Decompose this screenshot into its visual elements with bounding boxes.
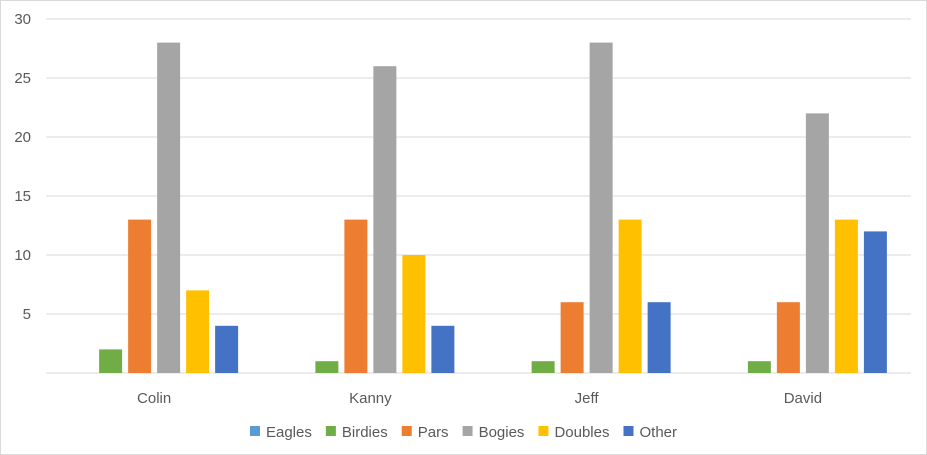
legend-swatch-bogies: [462, 426, 473, 436]
bar-doubles-colin: [186, 290, 210, 373]
x-category-label: Kanny: [349, 390, 392, 407]
bars: [99, 42, 887, 374]
bar-doubles-kanny: [402, 255, 426, 373]
legend-label-other: Other: [639, 424, 677, 441]
legend: Eagles Birdies Pars Bogies Doubles Other: [249, 424, 677, 441]
x-category-label: David: [784, 390, 822, 407]
legend-swatch-pars: [401, 426, 412, 436]
y-axis-ticks: 5 10 15 20 25 30: [14, 11, 31, 323]
y-tick-label: 15: [14, 188, 31, 205]
y-tick-label: 25: [14, 70, 31, 87]
legend-label-doubles: Doubles: [554, 424, 609, 441]
legend-label-bogies: Bogies: [479, 424, 525, 441]
bar-pars-david: [776, 302, 800, 373]
legend-swatch-doubles: [538, 426, 549, 436]
legend-label-pars: Pars: [418, 424, 449, 441]
legend-label-birdies: Birdies: [342, 424, 388, 441]
x-axis-categories: Colin Kanny Jeff David: [137, 390, 822, 407]
legend-label-eagles: Eagles: [266, 424, 312, 441]
bar-doubles-david: [834, 219, 858, 373]
bar-birdies-jeff: [531, 361, 555, 373]
bar-bogies-david: [805, 113, 829, 374]
y-tick-label: 10: [14, 247, 31, 264]
bar-other-david: [863, 231, 887, 373]
y-tick-label: 5: [23, 306, 31, 323]
bar-birdies-david: [747, 361, 771, 373]
legend-swatch-birdies: [325, 426, 336, 436]
bar-pars-kanny: [344, 219, 368, 373]
bar-bogies-jeff: [589, 42, 613, 373]
bar-pars-colin: [128, 219, 152, 373]
bar-other-jeff: [647, 302, 671, 373]
y-tick-label: 30: [14, 11, 31, 28]
bar-birdies-colin: [99, 349, 123, 373]
bar-pars-jeff: [560, 302, 584, 373]
legend-swatch-other: [623, 426, 634, 436]
bar-other-colin: [215, 325, 239, 373]
bar-bogies-colin: [157, 42, 181, 373]
bar-other-kanny: [431, 325, 455, 373]
bar-bogies-kanny: [373, 66, 397, 373]
bar-birdies-kanny: [315, 361, 339, 373]
x-category-label: Colin: [137, 390, 171, 407]
legend-swatch-eagles: [249, 426, 260, 436]
x-category-label: Jeff: [575, 390, 600, 407]
y-tick-label: 20: [14, 129, 31, 146]
bar-doubles-jeff: [618, 219, 642, 373]
